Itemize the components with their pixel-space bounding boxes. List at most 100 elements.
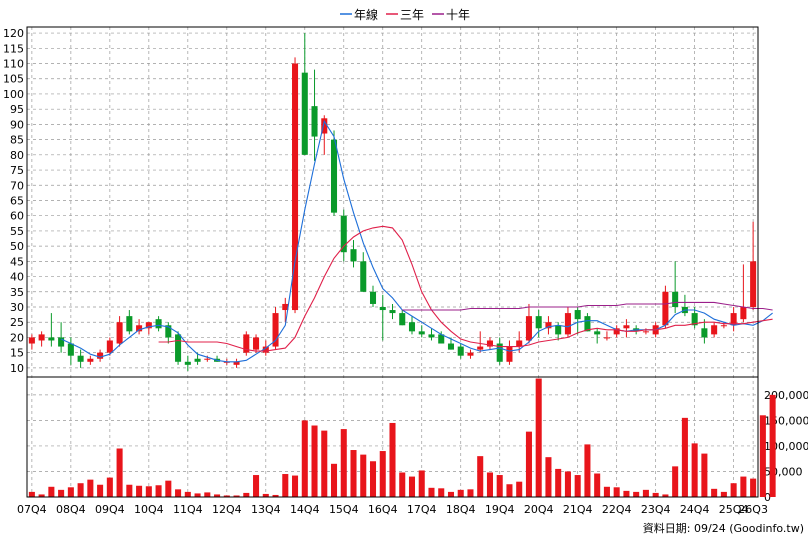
candle — [272, 307, 279, 350]
x-tick-label: 22Q4 — [602, 503, 632, 516]
candle-body — [330, 139, 338, 213]
price-tick-label: 65 — [10, 194, 24, 207]
source-label: 資料日期: 09/24 (Goodinfo.tw) — [643, 521, 804, 535]
volume-bar — [67, 487, 74, 497]
volume-bar — [584, 444, 591, 497]
ma-line-10y — [402, 301, 773, 311]
volume-bar — [379, 451, 386, 497]
candle — [165, 322, 172, 344]
candle — [253, 334, 260, 353]
x-tick-label: 10Q4 — [134, 503, 164, 516]
candle — [662, 285, 669, 329]
candle — [574, 307, 581, 335]
volume-bar — [175, 489, 182, 497]
volume-bar — [477, 456, 484, 497]
candle-body — [730, 313, 737, 326]
volume-bar — [389, 422, 396, 497]
volume-bar — [165, 480, 172, 497]
candle-body — [574, 310, 581, 320]
x-tick-label: 09Q4 — [95, 503, 125, 516]
candle-body — [447, 343, 455, 350]
volume-bar — [399, 472, 406, 497]
candle — [292, 57, 299, 314]
volume-bar — [272, 494, 279, 497]
x-tick-label: 08Q4 — [56, 503, 86, 516]
candle-body — [740, 307, 747, 320]
candle-body — [613, 328, 620, 335]
volume-bar — [369, 461, 377, 497]
candle-body — [116, 322, 123, 344]
candle-body — [340, 215, 347, 253]
price-tick-label: 70 — [10, 179, 24, 192]
volume-bar — [613, 487, 620, 497]
volume-bar — [457, 489, 464, 497]
x-tick-label: 23Q4 — [641, 503, 671, 516]
volume-bar — [428, 487, 435, 497]
volume-bar — [418, 470, 425, 497]
price-tick-label: 75 — [10, 164, 24, 177]
volume-bar — [506, 484, 513, 497]
price-tick-label: 25 — [10, 316, 24, 329]
moving-average-lines — [60, 119, 773, 363]
candle — [126, 310, 133, 335]
candle-body — [525, 316, 532, 341]
candle-body — [603, 337, 610, 339]
volume-bar — [535, 378, 542, 497]
volume-bar — [759, 415, 766, 497]
candle-body — [321, 118, 328, 134]
candle — [145, 322, 152, 335]
volume-bar — [652, 492, 659, 497]
candle — [701, 319, 708, 344]
candle-body — [301, 72, 308, 155]
candle-body — [399, 313, 406, 326]
volume-bar — [330, 463, 338, 497]
candle-body — [145, 322, 152, 329]
candle-body — [408, 322, 416, 332]
candle — [38, 331, 45, 347]
volume-bar — [136, 485, 143, 497]
volume-bar — [233, 495, 240, 497]
candle-body — [58, 337, 65, 347]
price-tick-label: 55 — [10, 225, 24, 238]
price-tick-label: 120 — [3, 27, 24, 40]
volume-bar — [750, 478, 757, 497]
candle — [28, 334, 35, 350]
candle — [418, 325, 425, 338]
legend: 年線 三年 十年 — [340, 7, 470, 22]
candle-body — [38, 334, 45, 341]
price-tick-label: 30 — [10, 301, 24, 314]
volume-bar — [769, 394, 776, 497]
volume-bar — [321, 430, 328, 497]
candle — [184, 355, 191, 371]
volume-bar — [691, 443, 698, 497]
candle-body — [711, 325, 718, 335]
volume-bar — [467, 489, 474, 497]
candle-body — [126, 316, 133, 332]
volume-bar — [633, 491, 640, 497]
volume-bar — [496, 475, 503, 497]
candle-body — [672, 291, 679, 307]
candle — [97, 349, 104, 362]
volume-bar — [155, 485, 162, 497]
volume-bar — [214, 494, 221, 497]
volume-bar — [555, 468, 562, 497]
candle-body — [204, 358, 211, 360]
candle — [350, 240, 357, 268]
volume-bar — [77, 483, 84, 497]
candle-body — [457, 346, 464, 356]
price-tick-label: 110 — [3, 58, 24, 71]
candle-body — [516, 340, 523, 347]
candle — [136, 319, 143, 335]
candle-body — [233, 361, 240, 365]
volume-bar — [292, 475, 299, 497]
price-tick-label: 100 — [3, 88, 24, 101]
volume-bar — [223, 495, 230, 497]
volume-bar — [672, 466, 679, 497]
candle-body — [564, 313, 571, 335]
candle — [379, 294, 386, 341]
candle-body — [701, 328, 708, 338]
candle-body — [545, 322, 552, 329]
candle-body — [623, 325, 630, 329]
candle — [477, 331, 484, 353]
